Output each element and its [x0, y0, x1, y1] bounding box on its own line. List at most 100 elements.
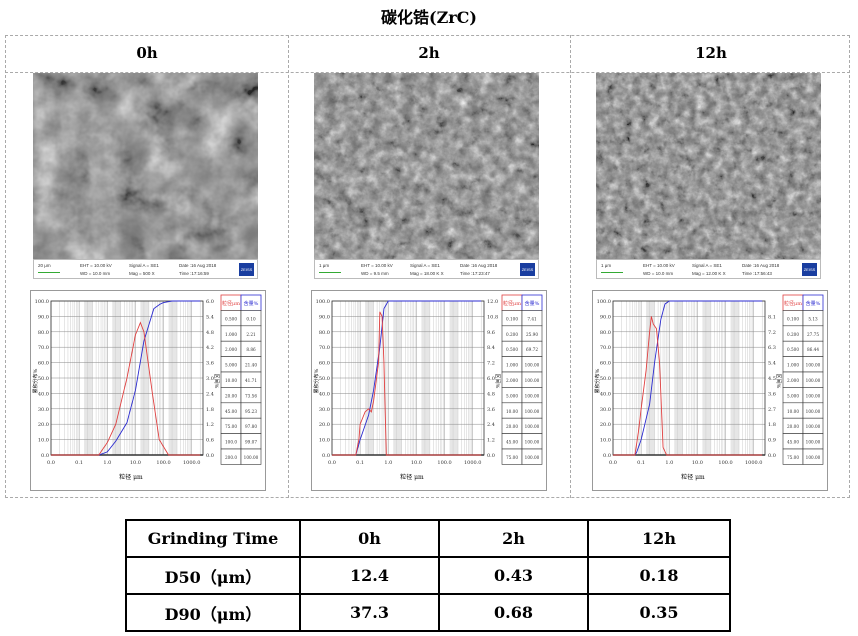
y2-tick-label: 8.4	[487, 345, 495, 351]
y-tick-label: 60.0	[38, 361, 49, 367]
wd-label: WD = 9.5 mm	[361, 271, 389, 276]
frequency-curve	[613, 316, 763, 456]
table-cell-text: 69.72	[526, 347, 538, 352]
x-tick-label: 1.0	[665, 460, 673, 466]
table-cell-text: 75.00	[506, 455, 518, 460]
y2-tick-label: 2.7	[768, 407, 776, 413]
x-tick-label: 0.1	[637, 460, 645, 466]
x-tick-label: 10.0	[411, 460, 422, 466]
zeiss-logo: ZEISS	[802, 263, 817, 276]
table-cell-text: 0.10	[246, 316, 256, 321]
x-tick-label: 1.0	[103, 460, 111, 466]
table-cell-text: 2.21	[246, 332, 256, 337]
row-label: D90（μm）	[125, 593, 301, 632]
y-tick-label: 80.0	[319, 330, 330, 336]
table-cell-text: 10.00	[506, 409, 518, 414]
wd-label: WD = 10.0 mm	[643, 271, 674, 276]
table-cell-text: 2.000	[225, 347, 237, 352]
header-cell: 2h	[438, 519, 589, 558]
eht-label: EHT = 10.00 kV	[80, 263, 112, 268]
table-cell-text: 75.00	[225, 424, 237, 429]
scale-label: 1 μm	[601, 263, 612, 268]
x-axis-label: 粒径 μm	[119, 473, 143, 481]
y-tick-label: 10.0	[319, 438, 330, 444]
table-cell-text: 45.00	[225, 409, 237, 414]
y-tick-label: 90.0	[319, 314, 330, 320]
y2-tick-label: 2.4	[487, 422, 495, 428]
table-cell-text: 2.000	[787, 378, 799, 383]
y2-tick-label: 8.1	[768, 314, 776, 320]
table-cell-text: 100.00	[525, 393, 540, 398]
table-header-text: 粒径μm	[503, 300, 521, 307]
cell: 0.68	[438, 593, 589, 632]
date-label: Date :16 Aug 2018	[742, 263, 780, 268]
table-cell-text: 20.00	[787, 424, 799, 429]
column-header-0h: 0h	[136, 44, 158, 62]
y-tick-label: 90.0	[38, 314, 49, 320]
psd-chart-2h: 0.0 10.0 20.0 30.0 40.0 50.0 60.0 70.0 80.0 90.0 1…	[311, 290, 547, 491]
cumulative-curve	[613, 300, 763, 456]
figure-title: 碳化锆(ZrC)	[381, 8, 477, 27]
y-tick-label: 10.0	[38, 438, 49, 444]
y-tick-label: 40.0	[38, 391, 49, 397]
x-axis-label: 粒径 μm	[400, 473, 424, 481]
table-cell-text: 0.500	[787, 347, 799, 352]
table-cell-text: 100.00	[525, 455, 540, 460]
y-tick-label: 0.0	[41, 453, 49, 459]
y2-tick-label: 3.0	[206, 376, 214, 382]
table-cell-text: 0.100	[787, 316, 799, 321]
eht-label: EHT = 10.00 kV	[643, 263, 675, 268]
table-cell-text: 100.00	[525, 440, 540, 445]
table-cell	[521, 448, 543, 465]
cell: 12.4	[299, 556, 440, 595]
y2-tick-label: 6.3	[768, 345, 776, 351]
frequency-curve	[332, 311, 482, 456]
y2-tick-label: 4.8	[487, 391, 495, 397]
table-cell-text: 100.00	[244, 455, 259, 460]
x-tick-label: 1000.0	[183, 460, 201, 466]
table-cell-text: 5.13	[808, 316, 818, 321]
x-tick-label: 100.0	[156, 460, 170, 466]
y-tick-label: 50.0	[38, 376, 49, 382]
table-cell-text: 5.000	[506, 393, 518, 398]
column-header-12h: 12h	[695, 44, 727, 62]
y2-axis-label: 区间%	[213, 374, 220, 389]
y-axis-label: 累积分布%	[313, 368, 320, 393]
y-tick-label: 20.0	[319, 422, 330, 428]
y2-tick-label: 6.0	[206, 299, 214, 305]
table-cell-text: 86.44	[807, 347, 819, 352]
x-tick-label: 1000.0	[464, 460, 482, 466]
table-cell-text: 100.00	[806, 440, 821, 445]
cell: 0.35	[587, 593, 731, 632]
y2-tick-label: 3.6	[487, 407, 495, 413]
y-tick-label: 60.0	[319, 361, 330, 367]
psd-chart-0h: 0.0 10.0 20.0 30.0 40.0 50.0 60.0 70.0 80.0 90.0 1…	[30, 290, 266, 491]
y-tick-label: 70.0	[600, 345, 611, 351]
y2-tick-label: 7.2	[768, 330, 776, 336]
table-cell-text: 1.000	[787, 363, 799, 368]
mag-label: Mag = 18.00 K X	[410, 271, 444, 276]
table-cell-text: 100.00	[806, 409, 821, 414]
y-tick-label: 70.0	[38, 345, 49, 351]
x-axis-label: 粒径 μm	[681, 473, 705, 481]
y2-tick-label: 3.6	[206, 361, 214, 367]
x-tick-label: 0.0	[47, 460, 55, 466]
y-tick-label: 20.0	[38, 422, 49, 428]
table-cell-text: 5.000	[225, 363, 237, 368]
y2-axis-label: 区间%	[494, 374, 501, 389]
sem-image-0h: 20 μm EHT = 10.00 kV WD = 10.0 mm Signal…	[33, 73, 258, 279]
y2-tick-label: 5.4	[206, 314, 214, 320]
zeiss-logo: ZEISS	[520, 263, 535, 276]
y-tick-label: 30.0	[600, 407, 611, 413]
x-tick-label: 0.0	[328, 460, 336, 466]
y-tick-label: 20.0	[600, 422, 611, 428]
y-tick-label: 100.0	[316, 299, 330, 305]
table-cell-text: 100.00	[525, 363, 540, 368]
table-cell-text: 41.71	[245, 378, 257, 383]
table-cell-text: 100.00	[806, 455, 821, 460]
table-cell-text: 99.07	[245, 440, 257, 445]
signal-label: Signal A = SE1	[410, 263, 440, 268]
zeiss-logo: ZEISS	[239, 263, 254, 276]
table-cell-text: 2.000	[506, 378, 518, 383]
